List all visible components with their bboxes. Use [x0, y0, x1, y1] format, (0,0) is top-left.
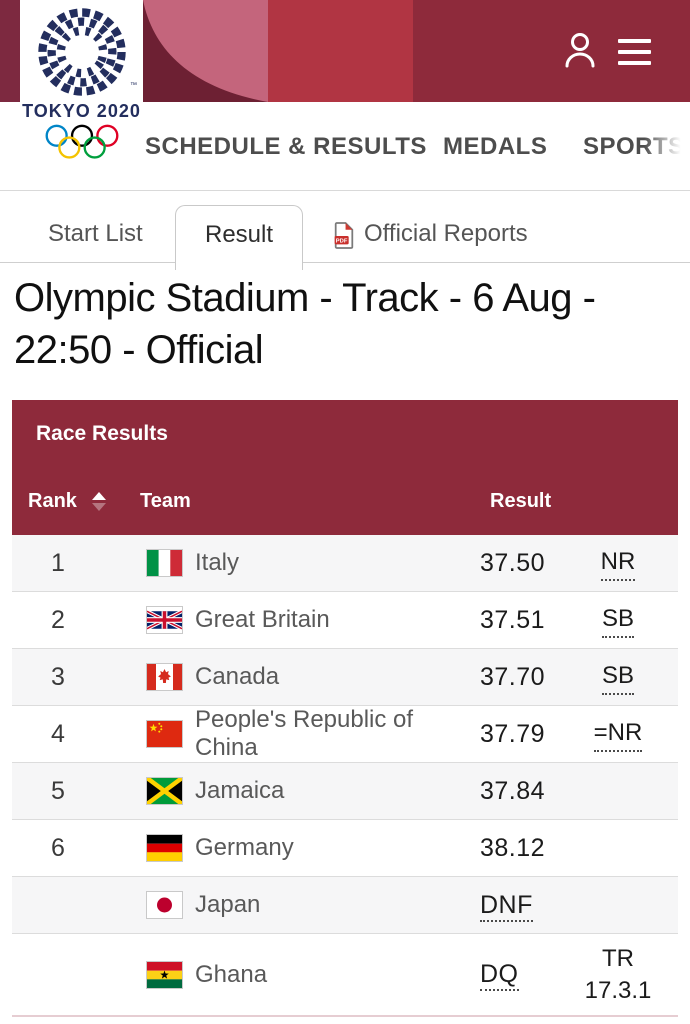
header-band [0, 0, 690, 102]
result-value: 37.84 [480, 776, 546, 805]
nav-item-medals[interactable]: MEDALS [443, 133, 548, 160]
result-cell: DQ [480, 960, 568, 991]
result-cell: DNF [480, 890, 568, 922]
tab-official-reports[interactable]: PDF Official Reports [333, 206, 528, 262]
pdf-icon: PDF [334, 221, 354, 249]
japan-flag-icon [146, 891, 183, 919]
note-value[interactable]: SB [601, 603, 634, 638]
nav-item-schedule-results[interactable]: SCHEDULE & RESULTS [145, 133, 427, 160]
result-value[interactable]: DQ [480, 960, 519, 991]
result-value[interactable]: DNF [480, 890, 533, 922]
team-cell: Japan [195, 891, 261, 918]
team-cell: Germany [195, 834, 294, 861]
tab-result-active[interactable]: Result [175, 205, 303, 270]
germany-flag-icon [146, 834, 183, 862]
team-cell: Jamaica [195, 777, 285, 804]
note-value: TR 17.3.1 [584, 944, 652, 1004]
team-cell: Great Britain [195, 606, 330, 633]
result-value: 37.79 [480, 719, 546, 748]
column-header-result: Result [490, 490, 552, 512]
rank-cell: 5 [51, 776, 65, 805]
china-flag-icon [146, 720, 183, 748]
result-cell: 37.50 [480, 549, 568, 578]
nav-fade-overlay [644, 120, 690, 174]
band-segment [143, 0, 268, 102]
note-cell: NR [568, 546, 668, 581]
divider [0, 190, 690, 191]
tokyo-2020-emblem-icon [37, 8, 126, 96]
band-segment [268, 0, 413, 102]
note-cell: SB [568, 660, 668, 695]
tabs-divider [0, 262, 690, 263]
rank-cell: 4 [51, 719, 65, 748]
column-header-team: Team [140, 490, 191, 512]
note-cell: =NR [568, 717, 668, 752]
rank-cell: 1 [51, 548, 65, 577]
team-cell: Canada [195, 663, 280, 690]
column-header-rank[interactable]: Rank [28, 490, 77, 512]
result-value: 37.51 [480, 605, 546, 634]
band-segment [0, 0, 20, 102]
result-value: 37.50 [480, 548, 546, 577]
hamburger-menu-icon[interactable] [618, 39, 651, 65]
logo-title: TOKYO 2020 [22, 101, 141, 121]
note-value[interactable]: =NR [593, 717, 643, 752]
team-cell: Italy [195, 549, 240, 576]
race-results-table: Race Results Rank Team Result 1 Italy 37.5… [12, 400, 678, 1017]
band-curve-shape [143, 0, 268, 102]
great-britain-flag-icon [146, 606, 183, 634]
result-cell: 38.12 [480, 834, 568, 863]
page-title: Olympic Stadium - Track - 6 Aug - 22:50 … [14, 276, 596, 372]
result-value: 37.70 [480, 662, 546, 691]
table-title: Race Results [36, 422, 168, 445]
note-value[interactable]: NR [600, 546, 636, 581]
result-cell: 37.51 [480, 606, 568, 635]
sort-icon[interactable] [92, 492, 106, 511]
tab-start-list[interactable]: Start List [48, 220, 143, 247]
canada-flag-icon [146, 663, 183, 691]
person-icon[interactable] [563, 30, 597, 70]
team-cell: Ghana [195, 960, 268, 988]
team-cell: People's Republic of China [195, 706, 414, 761]
table-row: 6 Germany 38.12 [12, 820, 678, 877]
ghana-flag-icon [146, 960, 183, 989]
table-row: 4 People's Republic of China 37.79 =NR [12, 706, 678, 763]
olympic-rings-icon [45, 124, 118, 159]
note-cell: SB [568, 603, 668, 638]
table-row: 1 Italy 37.50 NR [12, 535, 678, 592]
rank-cell: 3 [51, 662, 65, 691]
tab-official-reports-label: Official Reports [364, 220, 528, 247]
italy-flag-icon [146, 549, 183, 577]
table-row: 2 Great Britain 37.51 SB [12, 592, 678, 649]
table-row: 3 Canada 37.70 SB [12, 649, 678, 706]
result-cell: 37.79 [480, 720, 568, 749]
jamaica-flag-icon [146, 777, 183, 805]
svg-text:PDF: PDF [336, 238, 348, 244]
result-cell: 37.84 [480, 777, 568, 806]
rank-cell: 6 [51, 833, 65, 862]
note-cell: TR 17.3.1 [568, 943, 668, 1007]
result-value: 38.12 [480, 833, 546, 862]
table-row: 5 Jamaica 37.84 [12, 763, 678, 820]
trademark-symbol: ™ [130, 82, 137, 89]
table-header: Race Results Rank Team Result [12, 400, 678, 535]
table-row: Ghana DQ TR 17.3.1 [12, 934, 678, 1017]
table-body: 1 Italy 37.50 NR 2 Great Britain 37.51 SB 3 Canad… [12, 535, 678, 1017]
result-cell: 37.70 [480, 663, 568, 692]
table-row: Japan DNF [12, 877, 678, 934]
tokyo-2020-logo[interactable]: ™ TOKYO 2020 [20, 0, 143, 160]
rank-cell: 2 [51, 605, 65, 634]
note-value[interactable]: SB [601, 660, 634, 695]
